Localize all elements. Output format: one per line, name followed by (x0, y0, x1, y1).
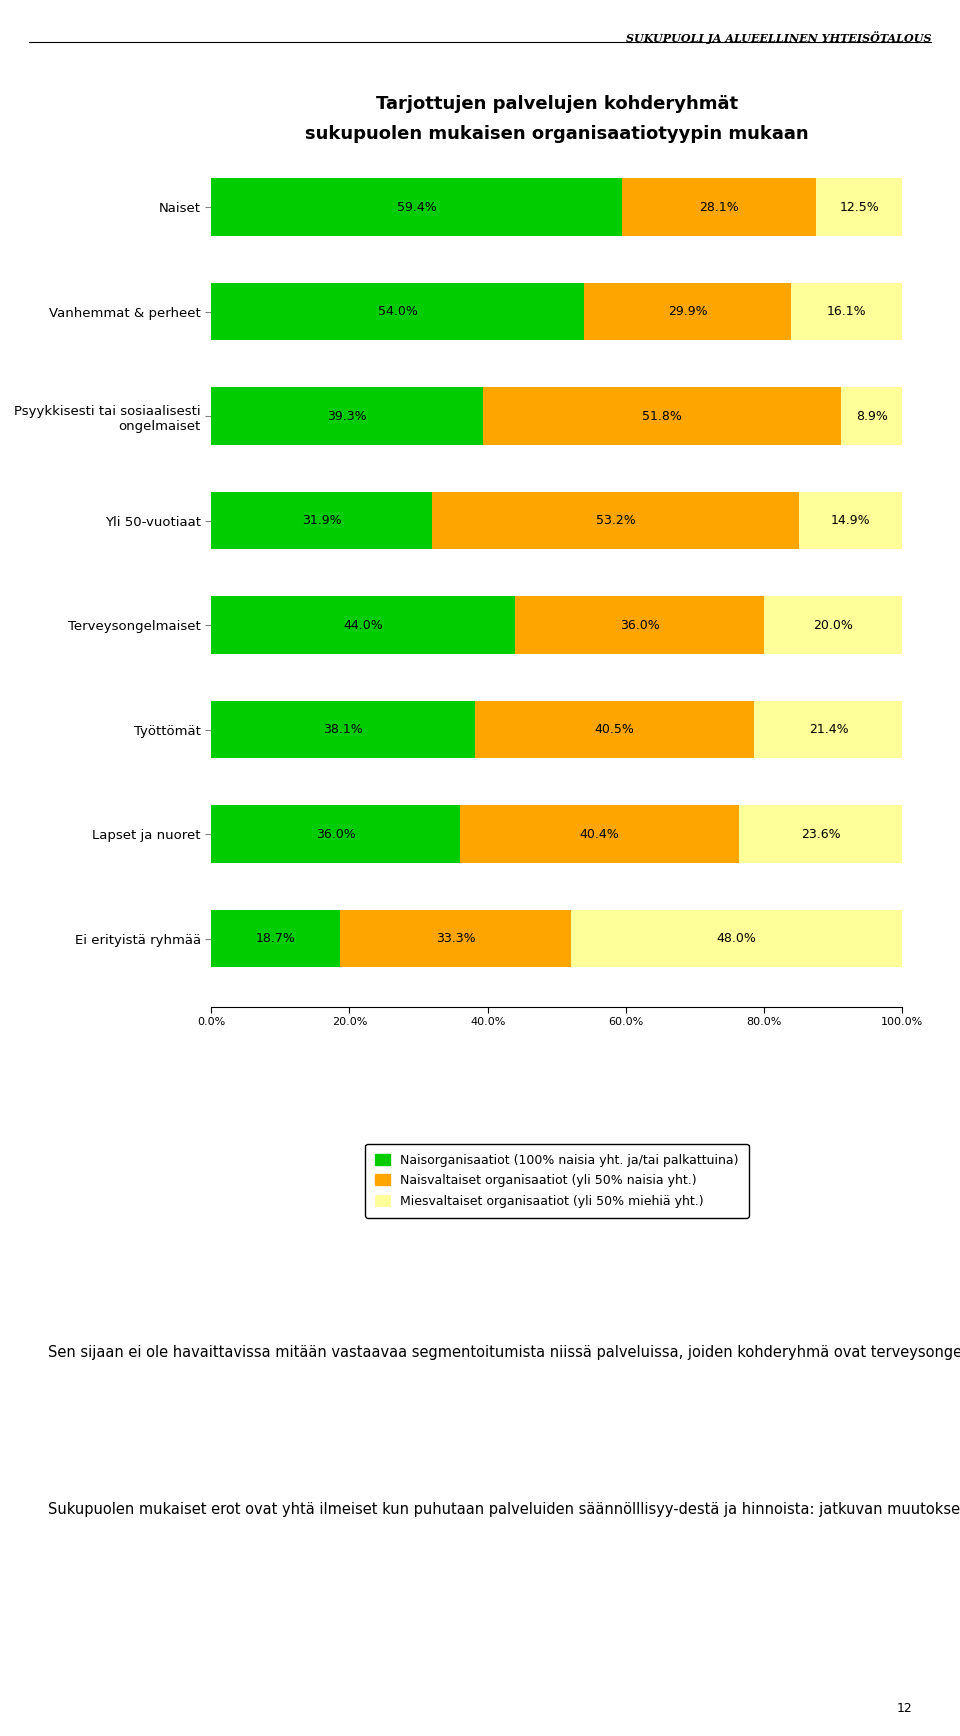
Bar (816, 179, 902, 236)
Text: 8.9%: 8.9% (855, 410, 888, 422)
Bar (739, 806, 902, 863)
Legend: Naisorganisaatiot (100% naisia yht. ja/tai palkattuina), Naisvaltaiset organisaa: Naisorganisaatiot (100% naisia yht. ja/t… (365, 1144, 749, 1217)
Bar (211, 910, 341, 967)
Text: 51.8%: 51.8% (642, 410, 682, 422)
Bar (211, 491, 432, 549)
Bar (211, 701, 474, 759)
Text: 40.5%: 40.5% (594, 724, 635, 736)
Bar (800, 491, 902, 549)
Bar (483, 387, 841, 444)
Bar (585, 283, 791, 340)
Bar (841, 387, 902, 444)
Text: 39.3%: 39.3% (327, 410, 367, 422)
Bar (622, 179, 816, 236)
Text: 12.5%: 12.5% (839, 201, 879, 214)
Text: 12: 12 (897, 1703, 912, 1715)
Text: 18.7%: 18.7% (256, 932, 296, 944)
Bar (211, 806, 460, 863)
Bar (460, 806, 739, 863)
Bar (432, 491, 800, 549)
Text: 59.4%: 59.4% (396, 201, 437, 214)
Text: Sukupuolen mukaiset erot ovat yhtä ilmeiset kun puhutaan palveluiden säännölllis: Sukupuolen mukaiset erot ovat yhtä ilmei… (48, 1502, 960, 1517)
Bar (764, 597, 902, 654)
Text: 54.0%: 54.0% (378, 306, 418, 318)
Bar (755, 701, 902, 759)
Text: 53.2%: 53.2% (595, 514, 636, 528)
Text: 36.0%: 36.0% (316, 828, 355, 840)
Text: Sen sijaan ei ole havaittavissa mitään vastaavaa segmentoitumista niissä palvelu: Sen sijaan ei ole havaittavissa mitään v… (48, 1345, 960, 1361)
Bar (211, 179, 622, 236)
Bar (516, 597, 764, 654)
Text: 16.1%: 16.1% (827, 306, 867, 318)
Text: 21.4%: 21.4% (808, 724, 849, 736)
Text: 20.0%: 20.0% (813, 618, 853, 632)
Text: 48.0%: 48.0% (716, 932, 756, 944)
Bar (211, 597, 516, 654)
Bar (570, 910, 902, 967)
Text: 36.0%: 36.0% (620, 618, 660, 632)
Text: 31.9%: 31.9% (301, 514, 341, 528)
Text: 28.1%: 28.1% (699, 201, 739, 214)
Text: 23.6%: 23.6% (801, 828, 841, 840)
Text: 44.0%: 44.0% (344, 618, 383, 632)
Text: sukupuolen mukaisen organisaatiotyypin mukaan: sukupuolen mukaisen organisaatiotyypin m… (305, 125, 808, 142)
Text: SUKUPUOLI JA ALUEELLINEN YHTEISÖTALOUS: SUKUPUOLI JA ALUEELLINEN YHTEISÖTALOUS (626, 31, 931, 43)
Text: 40.4%: 40.4% (580, 828, 619, 840)
Text: Tarjottujen palvelujen kohderyhmät: Tarjottujen palvelujen kohderyhmät (375, 95, 738, 113)
Text: 14.9%: 14.9% (831, 514, 871, 528)
Bar (341, 910, 570, 967)
Bar (791, 283, 902, 340)
Text: 29.9%: 29.9% (668, 306, 708, 318)
Text: 38.1%: 38.1% (323, 724, 363, 736)
Bar (211, 283, 585, 340)
Text: 33.3%: 33.3% (436, 932, 475, 944)
Bar (211, 387, 483, 444)
Bar (474, 701, 755, 759)
